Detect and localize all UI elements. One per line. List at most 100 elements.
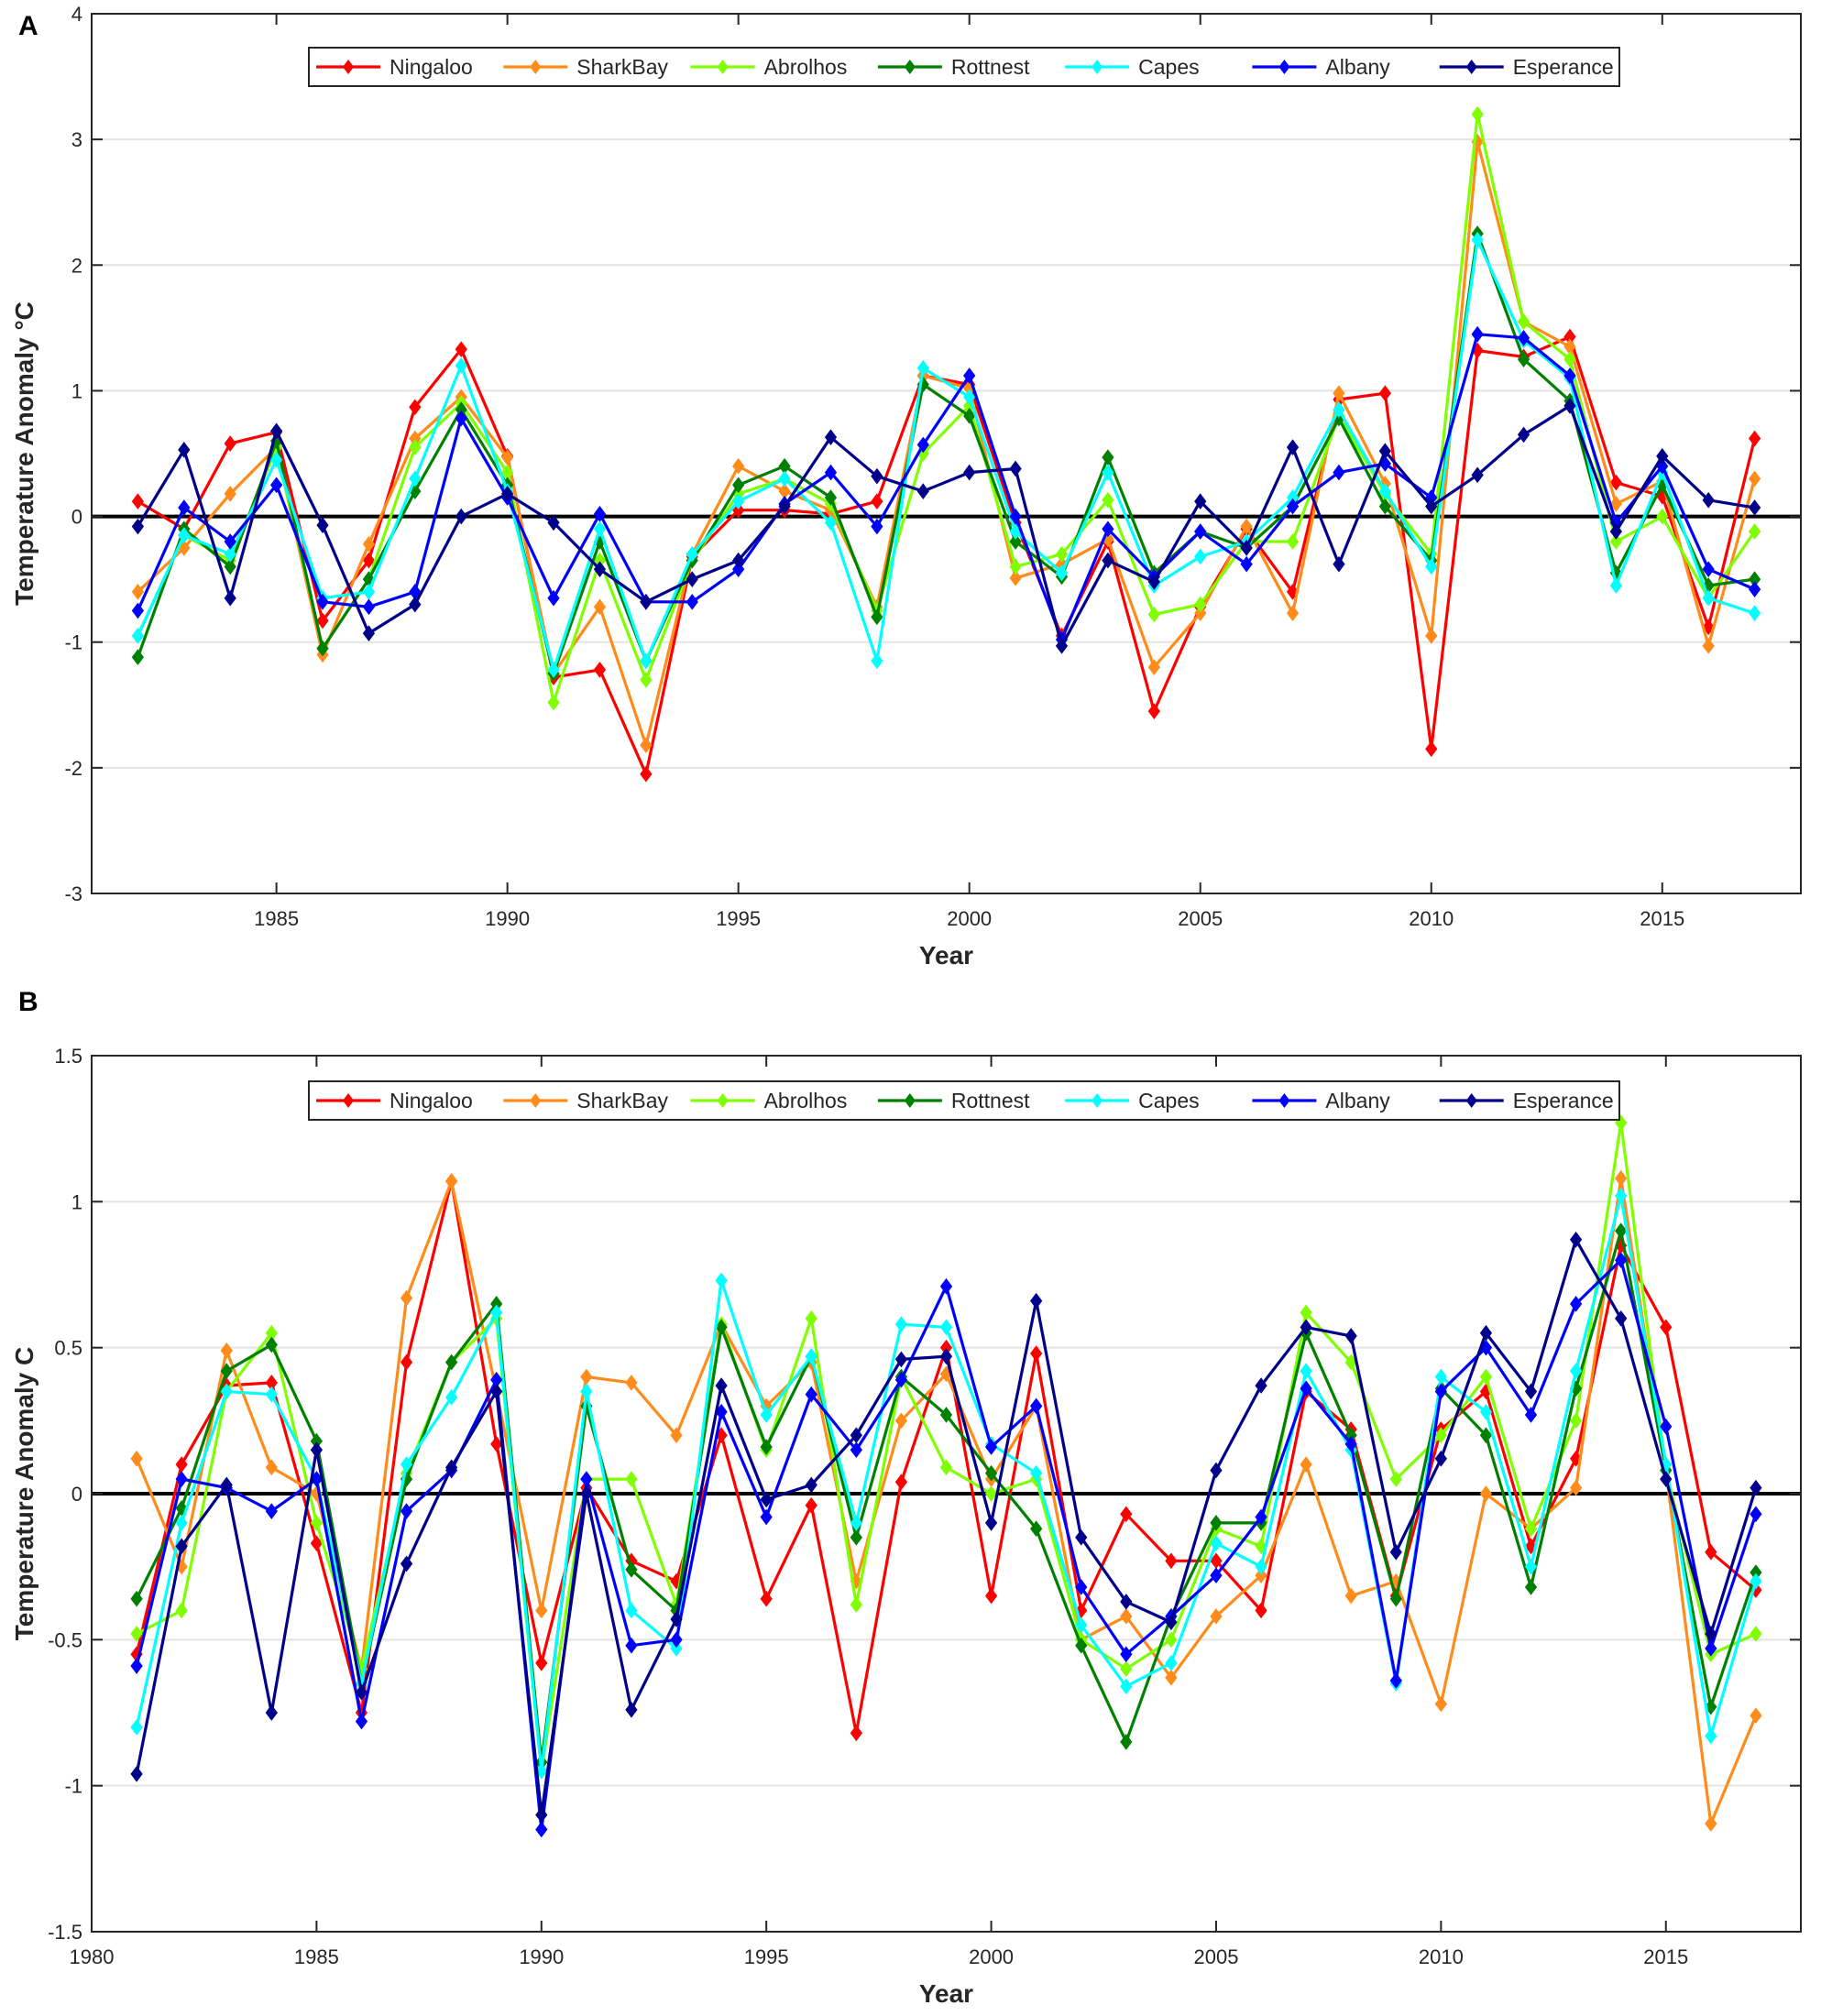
data-point	[732, 457, 745, 475]
series-albany	[130, 1252, 1762, 1838]
legend-label: Esperance	[1513, 55, 1614, 79]
data-point	[580, 1383, 593, 1400]
data-point	[455, 508, 467, 525]
legend-label: Abrolhos	[764, 1089, 848, 1112]
data-point	[1615, 1188, 1628, 1204]
data-point	[1055, 637, 1069, 654]
data-point	[1524, 1407, 1538, 1423]
y-tick-label: 1	[71, 379, 82, 402]
data-point	[1075, 1616, 1088, 1634]
x-axis-label: Year	[919, 941, 973, 970]
data-point	[686, 593, 698, 610]
data-point	[224, 486, 236, 502]
x-tick-label: 1995	[744, 1945, 789, 1968]
data-point	[939, 1348, 953, 1365]
data-point	[1165, 1669, 1178, 1686]
data-point	[670, 1611, 683, 1627]
data-point	[265, 1336, 278, 1353]
data-point	[224, 589, 236, 607]
data-point	[1425, 628, 1438, 644]
legend-item-abrolhos: Abrolhos	[690, 55, 847, 79]
legend-label: Ningaloo	[389, 55, 473, 79]
panel-a: A -3 -2 -1 0 1 2 3 4 1985 1990 1995 2000 2005 2010 2015…	[10, 3, 1802, 970]
y-tick-label: 1	[71, 1190, 82, 1213]
data-point	[1750, 1707, 1762, 1725]
data-point	[871, 467, 883, 485]
data-point	[670, 1631, 683, 1649]
data-point	[1165, 1552, 1178, 1570]
data-point	[130, 1658, 143, 1674]
axes-frame	[91, 13, 1802, 894]
y-tick-label: 0	[71, 506, 82, 529]
data-point	[916, 483, 929, 499]
series-esperance	[130, 1231, 1762, 1824]
data-point	[963, 408, 976, 424]
data-point	[1009, 460, 1022, 477]
legend-label: Esperance	[1513, 1089, 1614, 1112]
data-point	[1702, 561, 1715, 578]
data-point	[220, 1476, 233, 1494]
data-point	[400, 1555, 413, 1572]
x-tick-label: 2015	[1643, 1945, 1688, 1968]
data-point	[355, 1713, 368, 1730]
data-point	[1569, 1479, 1583, 1496]
data-point	[1344, 1435, 1357, 1452]
data-point	[1748, 470, 1761, 488]
data-point	[1609, 533, 1623, 550]
data-point	[686, 571, 698, 587]
data-point	[1009, 533, 1022, 550]
x-tick-label: 2000	[969, 1945, 1014, 1968]
data-point	[1333, 464, 1345, 481]
panel-label: B	[18, 987, 38, 1017]
data-point	[1120, 1660, 1133, 1678]
data-point	[871, 518, 883, 535]
data-point	[1660, 1418, 1673, 1435]
data-point	[1075, 1528, 1088, 1546]
data-point	[445, 1173, 458, 1189]
data-point	[1030, 1464, 1043, 1482]
legend-marker	[1278, 60, 1290, 74]
data-point	[409, 596, 422, 613]
data-point	[1210, 1515, 1223, 1531]
data-point	[501, 486, 514, 502]
legend-item-capes: Capes	[1065, 55, 1200, 79]
data-point	[805, 1348, 817, 1365]
data-point	[362, 625, 376, 641]
data-point	[593, 662, 607, 678]
data-point	[1389, 1672, 1402, 1689]
data-point	[1750, 1572, 1762, 1590]
data-point	[732, 552, 745, 569]
data-point	[1194, 605, 1207, 622]
data-point	[220, 1383, 233, 1400]
data-point	[1075, 1579, 1088, 1595]
data-point	[625, 1561, 638, 1578]
legend-label: Rottnest	[951, 55, 1030, 79]
data-point	[1748, 499, 1761, 516]
data-point	[535, 1602, 548, 1619]
data-point	[1434, 1450, 1447, 1467]
data-point	[1210, 1608, 1223, 1625]
data-point	[850, 1528, 862, 1546]
data-point	[1378, 483, 1391, 499]
data-point	[362, 552, 376, 569]
data-point	[1471, 325, 1484, 343]
data-point	[1425, 740, 1438, 758]
y-tick-label: -0.5	[48, 1628, 82, 1651]
y-tick-label: -1	[64, 631, 82, 654]
data-point	[894, 1412, 908, 1430]
data-point	[1120, 1646, 1133, 1663]
data-point	[1705, 1727, 1717, 1745]
data-point	[224, 558, 236, 575]
data-point	[625, 1375, 638, 1391]
y-tick-label: 2	[71, 254, 82, 277]
data-point	[805, 1476, 817, 1494]
data-point	[1120, 1734, 1133, 1750]
x-tick-label: 1980	[70, 1945, 115, 1968]
data-point	[310, 1515, 324, 1531]
data-point	[593, 598, 607, 616]
data-point	[400, 1289, 413, 1307]
data-point	[963, 367, 976, 384]
y-tick-label: 0	[71, 1483, 82, 1506]
data-point	[400, 1503, 413, 1519]
data-point	[1120, 1678, 1133, 1695]
